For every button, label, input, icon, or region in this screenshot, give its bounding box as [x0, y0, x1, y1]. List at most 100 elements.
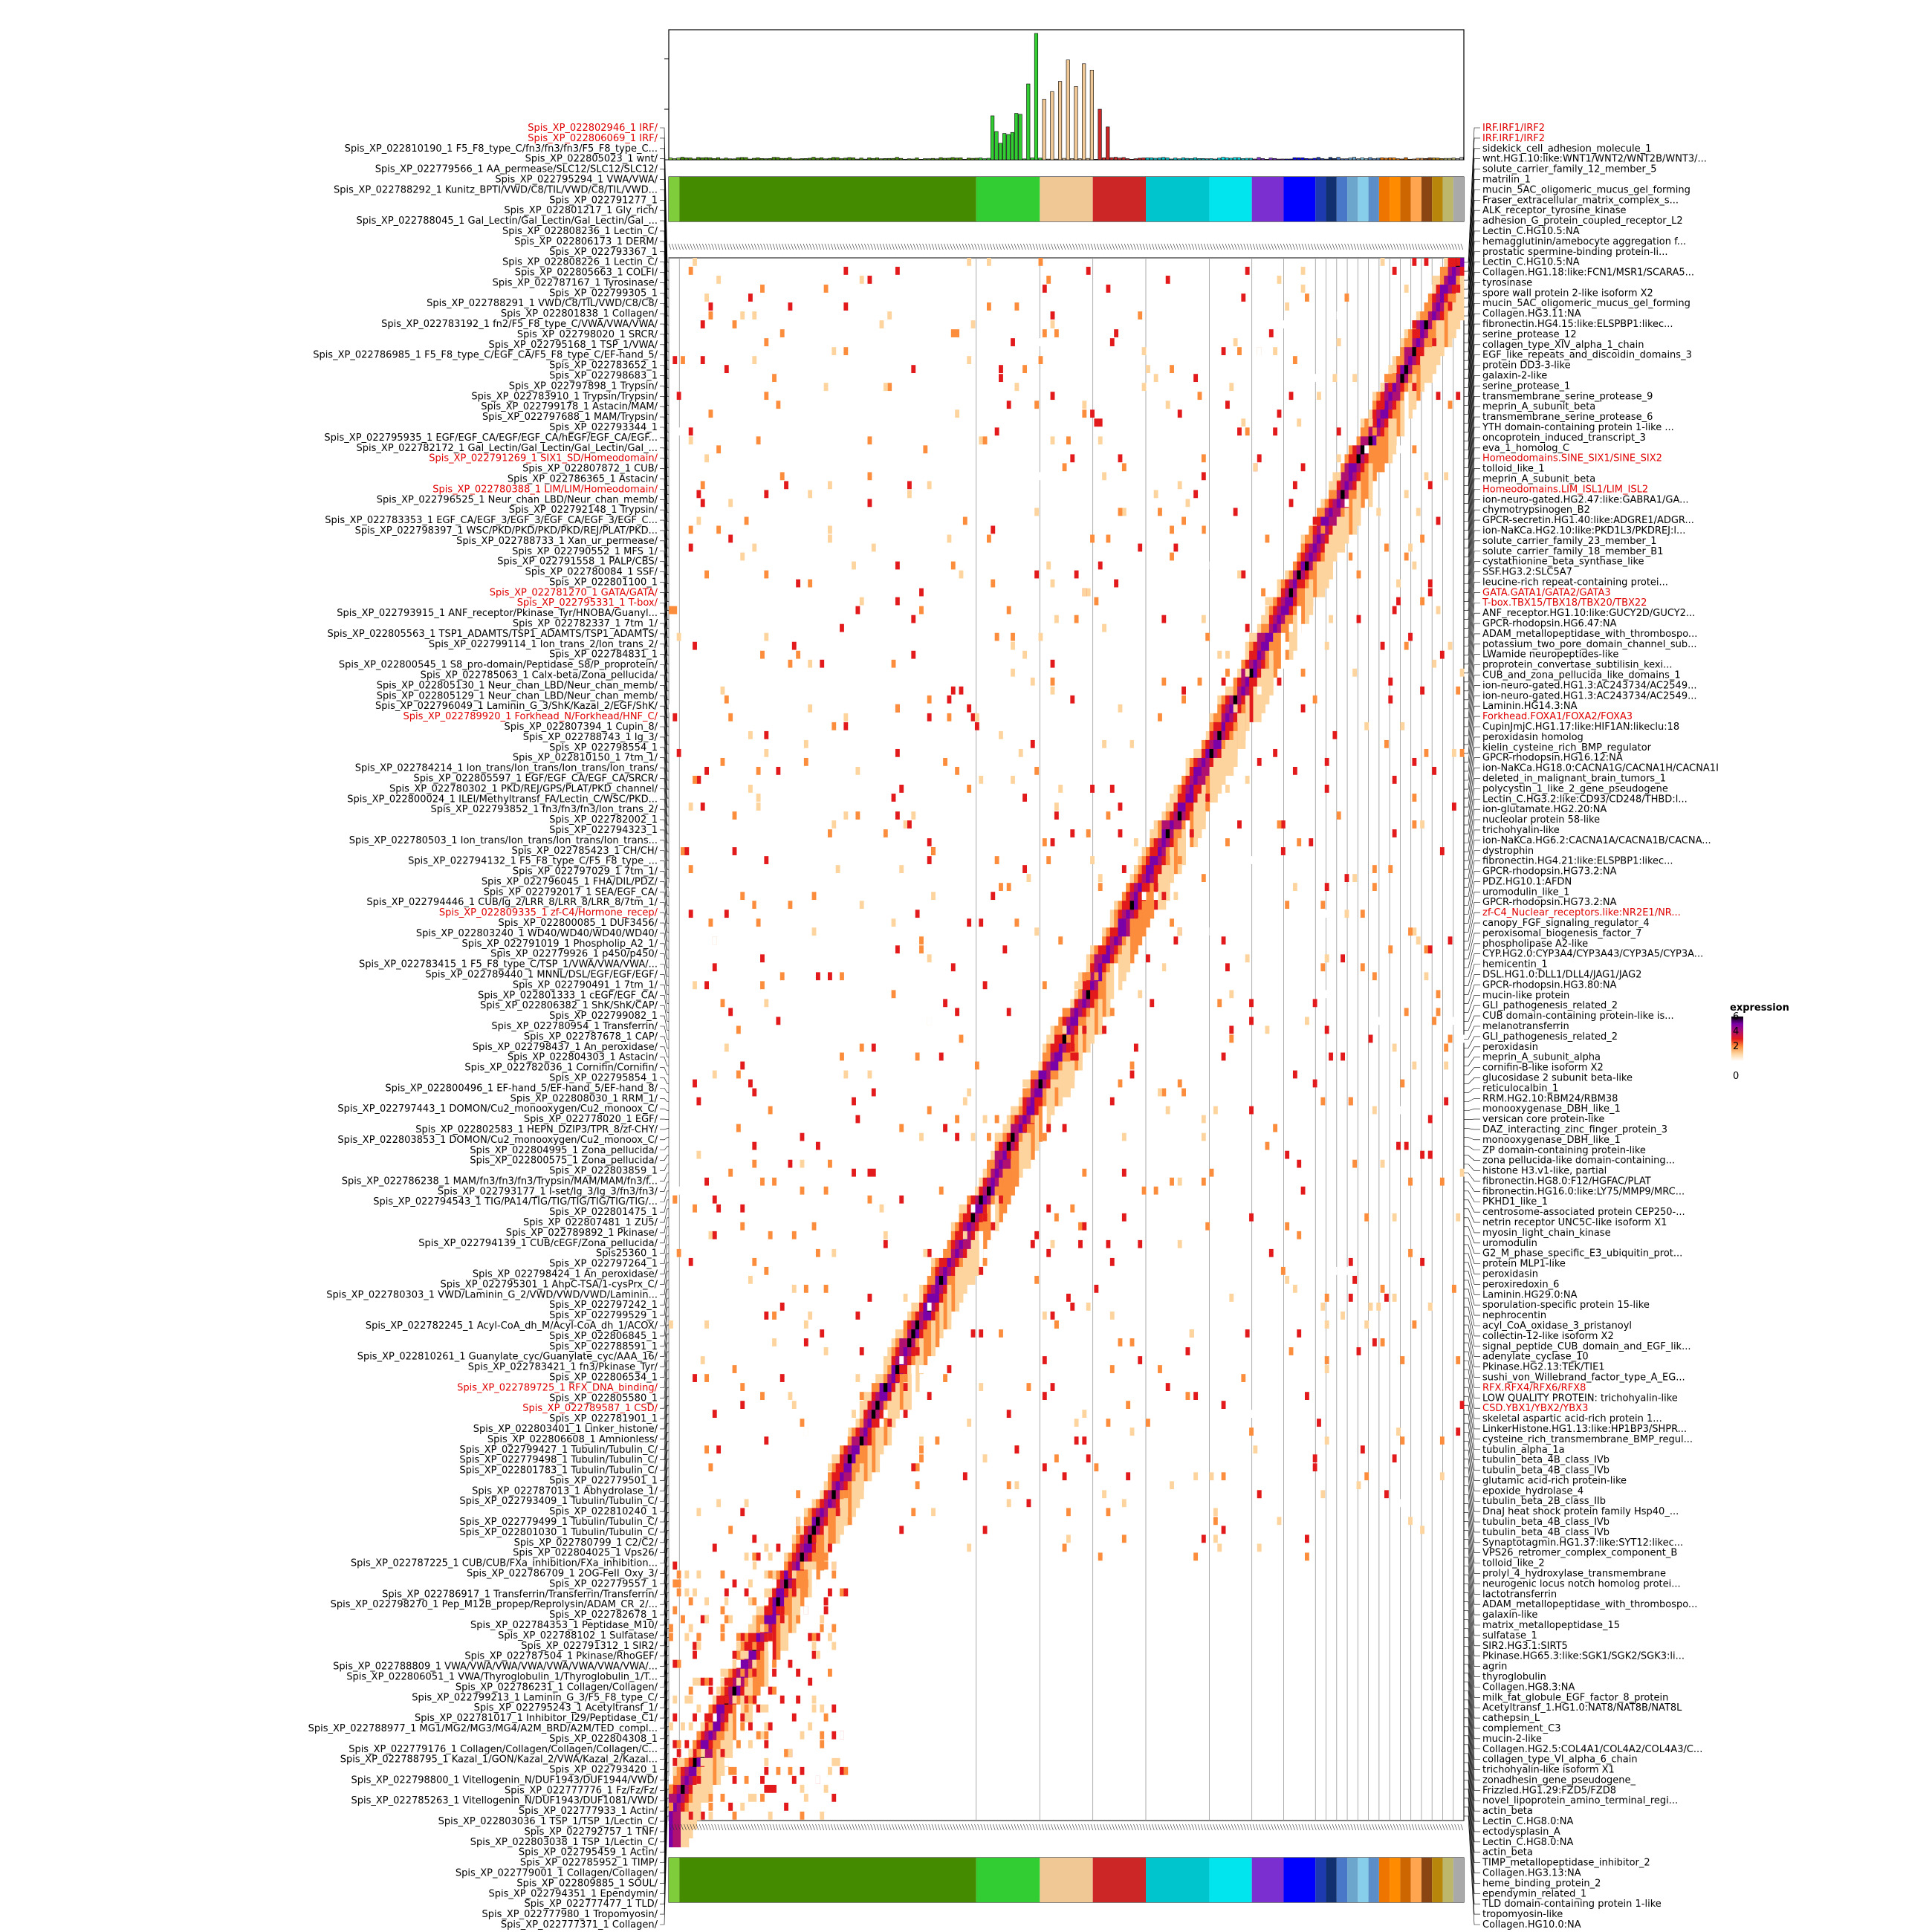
heatmap-cell [779, 329, 785, 337]
column-tick [1173, 1824, 1176, 1831]
left-row-connector [660, 1592, 669, 1667]
heatmap-cell [1392, 775, 1397, 784]
heatmap-cell [1427, 347, 1433, 383]
column-tick [1335, 243, 1338, 250]
heatmap-cell [788, 901, 793, 910]
left-row-label: Spis_XP_022805663_1 COLFI/ [515, 268, 658, 279]
heatmap-cell [1336, 311, 1341, 320]
heatmap-cell [1042, 1392, 1047, 1400]
heatmap-cell [800, 1132, 805, 1141]
column-tick [971, 1824, 974, 1831]
column-tick [1032, 1824, 1036, 1831]
heatmap-cell [693, 1204, 697, 1213]
bar [863, 158, 867, 161]
heatmap-cell [1090, 856, 1095, 864]
heatmap-cell [843, 1070, 849, 1079]
column-tick [1124, 243, 1127, 250]
left-row-label: Spis_XP_022801783_1 Tubulin/Tubulin_C/ [459, 1465, 658, 1476]
heatmap-cell [982, 1213, 988, 1222]
column-tick [876, 243, 880, 250]
column-tick [701, 1824, 705, 1831]
right-row-label: GPCR-rhodopsin.HG73.2:NA [1482, 897, 1617, 908]
heatmap-cell [1285, 695, 1290, 704]
heatmap-cell [1133, 739, 1138, 748]
heatmap-cell [676, 1659, 681, 1668]
column-tick [812, 243, 815, 250]
left-row-label: Spis_XP_022806845_1 [549, 1331, 658, 1342]
heatmap-cell [1312, 695, 1317, 704]
heatmap-cell [883, 1008, 888, 1017]
heatmap-cell [879, 1204, 884, 1213]
column-tick [1170, 243, 1173, 250]
heatmap-cell [955, 409, 960, 418]
heatmap-cell [1427, 579, 1433, 588]
heatmap-cell [1420, 356, 1424, 392]
heatmap-cell [1002, 285, 1008, 293]
column-tick [781, 1824, 785, 1831]
column-tick [898, 1824, 901, 1831]
heatmap-cell [919, 1132, 924, 1141]
heatmap-cell [808, 918, 813, 927]
heatmap-cell [672, 1579, 678, 1588]
heatmap-cell [820, 1740, 825, 1748]
heatmap-cell [1066, 1034, 1071, 1043]
left-row-label: Spis_XP_022797688_1 MAM/Trypsin/ [482, 412, 658, 423]
heatmap-cell [1380, 1383, 1385, 1391]
heatmap-cell [828, 1159, 832, 1168]
column-tick [1133, 1824, 1136, 1831]
bar [974, 158, 979, 161]
left-row-connector [660, 1387, 669, 1430]
heatmap-cell [1062, 1124, 1067, 1132]
right-row-connector [1464, 1646, 1480, 1729]
bar [684, 158, 689, 161]
heatmap-cell [1161, 892, 1167, 901]
heatmap-cell [1412, 794, 1417, 802]
heatmap-cell [1352, 803, 1358, 811]
right-row-connector [1464, 1717, 1480, 1812]
heatmap-cell [1201, 874, 1206, 882]
right-row-label: centrosome-associated protein CEP250-... [1482, 1207, 1685, 1218]
heatmap-cell [681, 847, 685, 855]
heatmap-cell [764, 1266, 769, 1275]
right-row-connector [1464, 396, 1480, 495]
right-row-label: CSD.YBX1/YBX2/YBX3 [1482, 1403, 1588, 1414]
heatmap-cell [791, 1588, 797, 1597]
heatmap-cell [915, 1052, 920, 1061]
heatmap-cell [1129, 1338, 1135, 1346]
column-tick [843, 243, 846, 250]
heatmap-cell [1177, 927, 1182, 936]
left-row-connector [660, 479, 669, 566]
left-row-label: Spis_XP_022789892_1 Pkinase/ [506, 1228, 658, 1239]
heatmap-cell [955, 1275, 960, 1312]
heatmap-cell [919, 588, 924, 597]
heatmap-cell [919, 936, 924, 945]
bar [839, 158, 843, 161]
heatmap-cell [1412, 561, 1417, 570]
heatmap-cell [1209, 1472, 1214, 1481]
column-tick [1060, 1824, 1063, 1831]
right-row-connector [1464, 612, 1480, 683]
heatmap-cell [803, 1561, 808, 1570]
heatmap-cell [823, 1606, 829, 1615]
column-tick [1286, 1824, 1289, 1831]
column-tick [959, 1824, 962, 1831]
left-row-label: Spis_XP_022780302_1 PKD/REJ/GPS/PLAT/PKD… [389, 783, 658, 794]
heatmap-cell [1193, 1552, 1199, 1561]
heatmap-cell [1312, 516, 1317, 525]
heatmap-cell [1396, 597, 1401, 606]
heatmap-cell [982, 1257, 988, 1266]
heatmap-cell [764, 1436, 769, 1445]
heatmap-cell [828, 1668, 832, 1677]
right-row-label: glutamic acid-rich protein-like [1482, 1475, 1627, 1486]
column-tick [907, 243, 910, 250]
heatmap-cell [1332, 1266, 1338, 1275]
heatmap-cell [1050, 677, 1055, 686]
left-row-connector [660, 1726, 669, 1822]
column-tick [977, 243, 980, 250]
heatmap-cell [684, 1811, 690, 1848]
bar [1356, 158, 1361, 161]
left-row-connector [660, 1735, 669, 1832]
right-row-connector [1464, 1557, 1480, 1626]
heatmap-cell [1118, 803, 1123, 811]
column-tick [1087, 1824, 1091, 1831]
